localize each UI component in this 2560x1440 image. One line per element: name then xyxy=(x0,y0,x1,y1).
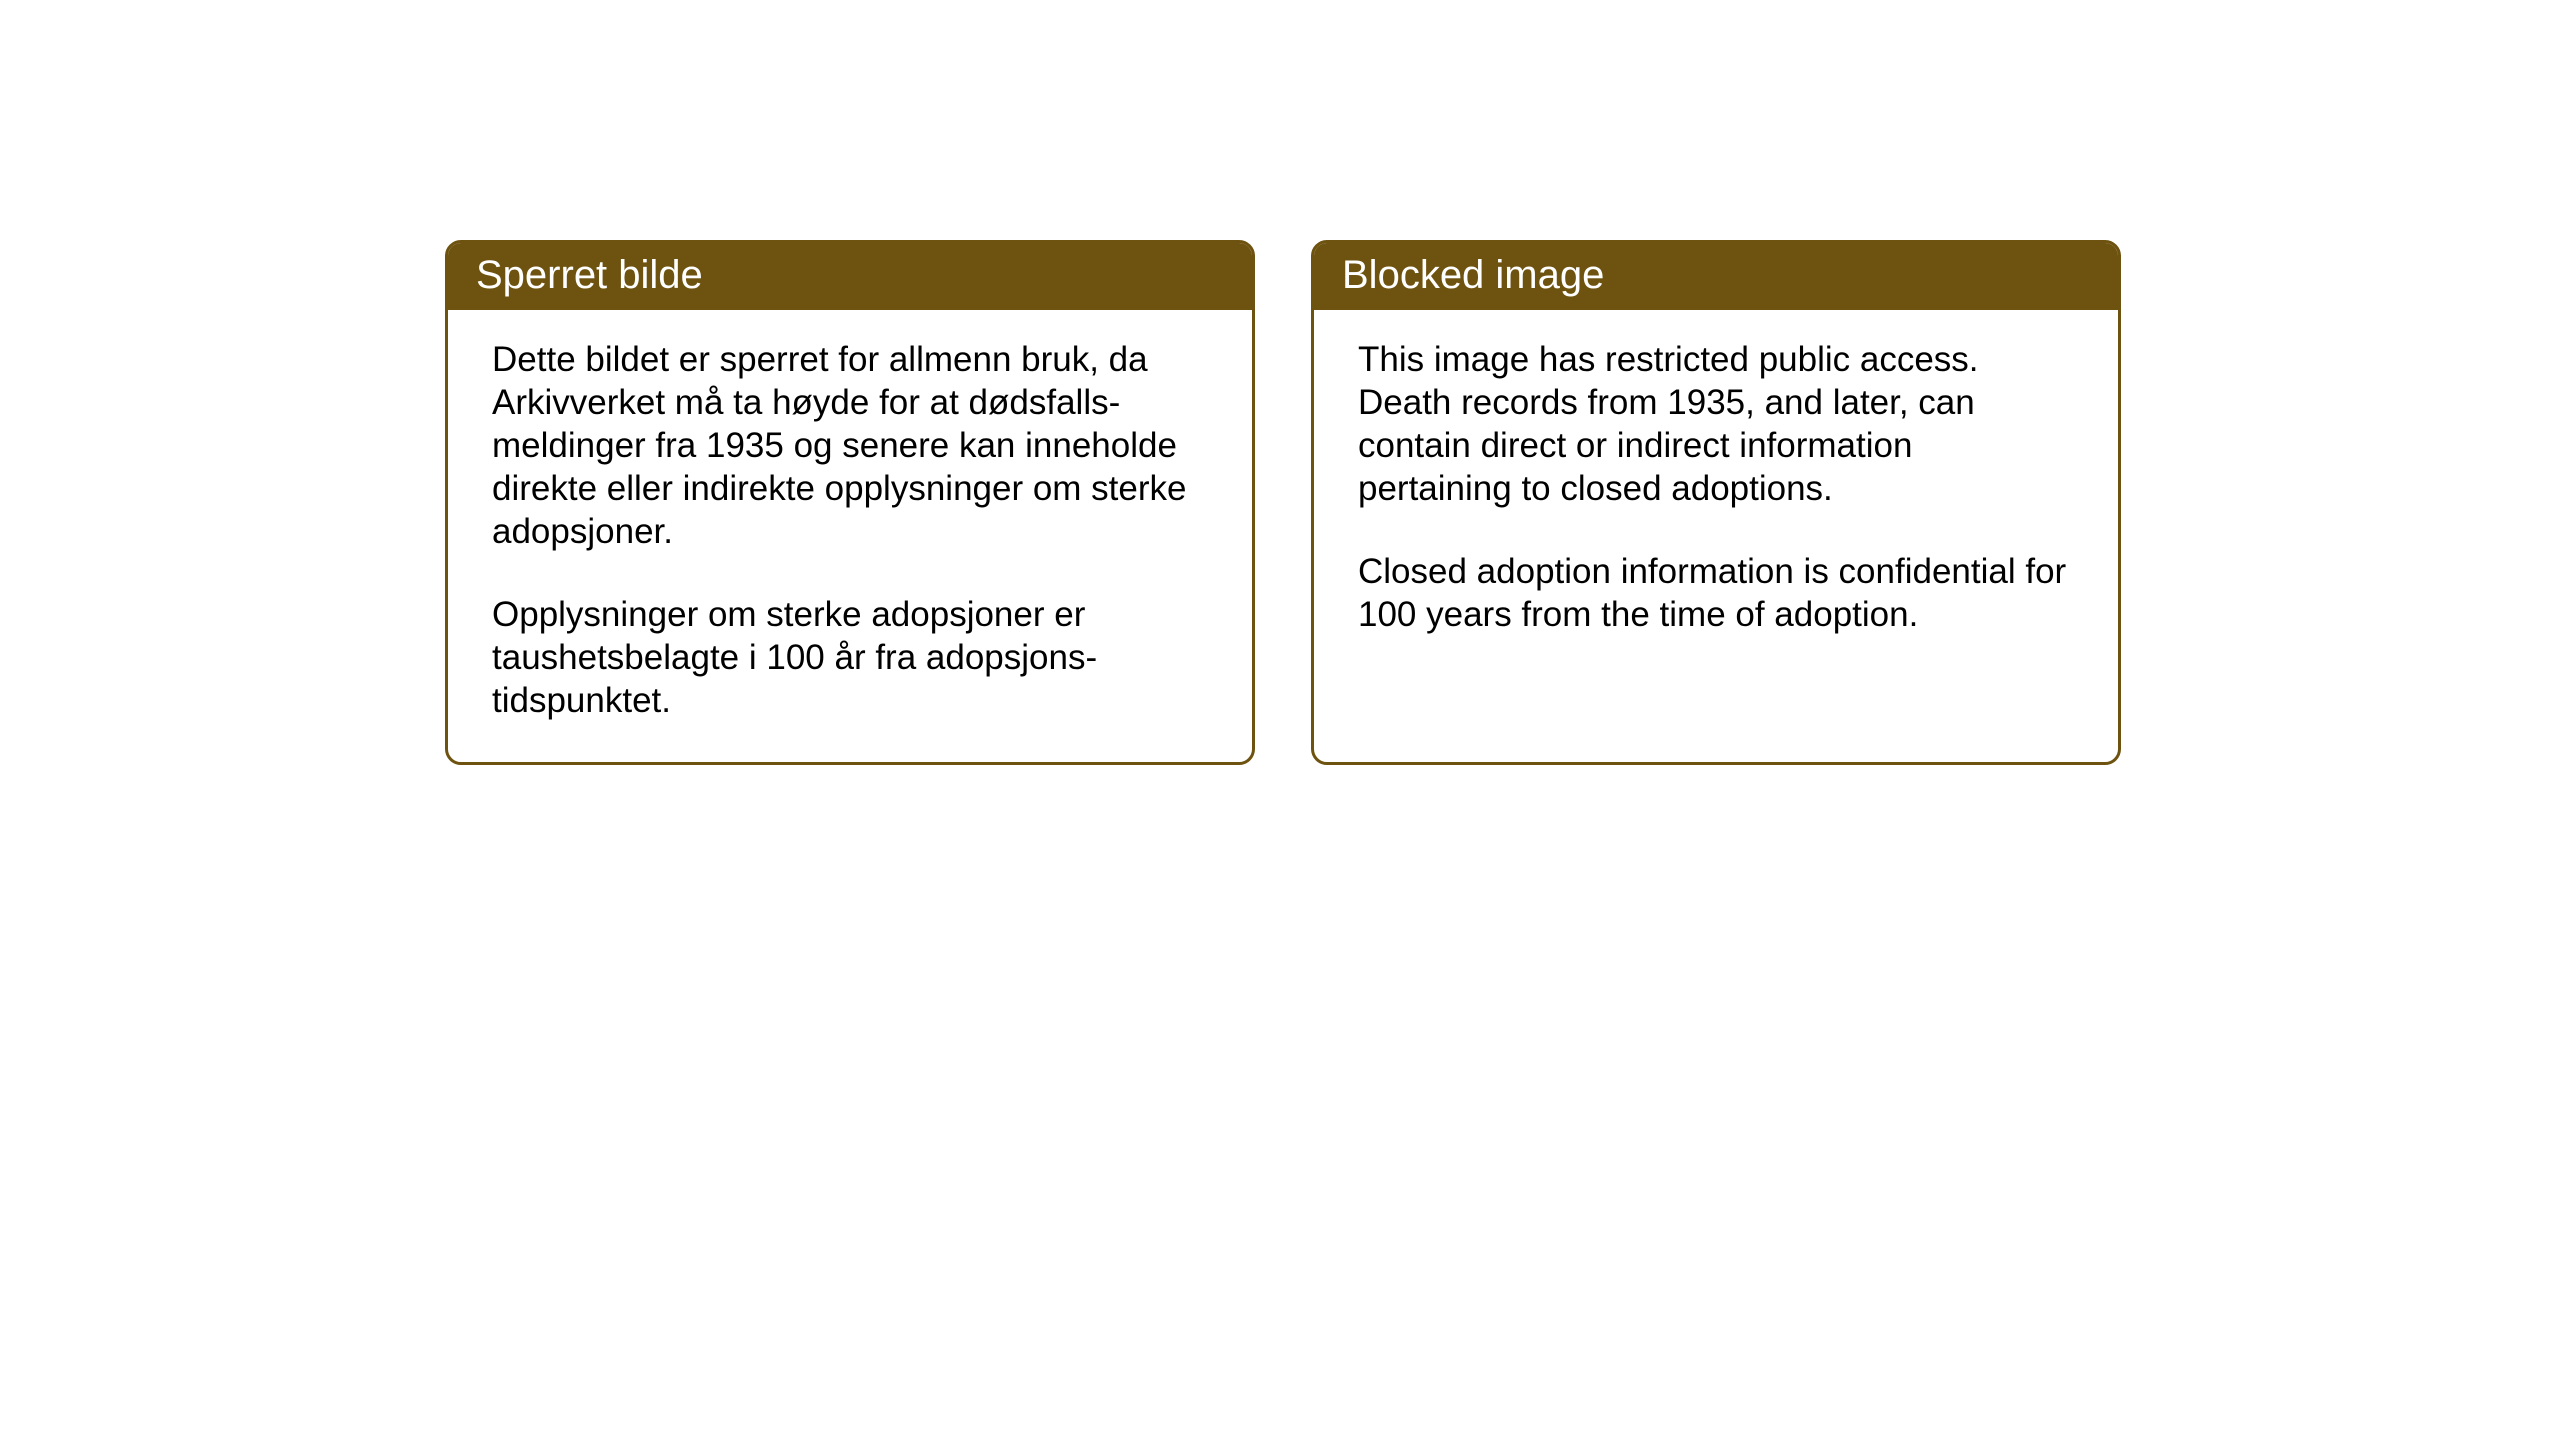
card-body-english: This image has restricted public access.… xyxy=(1314,310,2118,676)
card-header-english: Blocked image xyxy=(1314,243,2118,310)
card-body-norwegian: Dette bildet er sperret for allmenn bruk… xyxy=(448,310,1252,762)
card-paragraph2-norwegian: Opplysninger om sterke adopsjoner er tau… xyxy=(492,593,1208,722)
card-header-norwegian: Sperret bilde xyxy=(448,243,1252,310)
blocked-image-card-english: Blocked image This image has restricted … xyxy=(1311,240,2121,765)
blocked-image-card-norwegian: Sperret bilde Dette bildet er sperret fo… xyxy=(445,240,1255,765)
cards-container: Sperret bilde Dette bildet er sperret fo… xyxy=(445,240,2121,765)
card-title-norwegian: Sperret bilde xyxy=(476,253,703,297)
card-title-english: Blocked image xyxy=(1342,253,1604,297)
card-paragraph1-english: This image has restricted public access.… xyxy=(1358,338,2074,510)
card-paragraph2-english: Closed adoption information is confident… xyxy=(1358,550,2074,636)
card-paragraph1-norwegian: Dette bildet er sperret for allmenn bruk… xyxy=(492,338,1208,553)
